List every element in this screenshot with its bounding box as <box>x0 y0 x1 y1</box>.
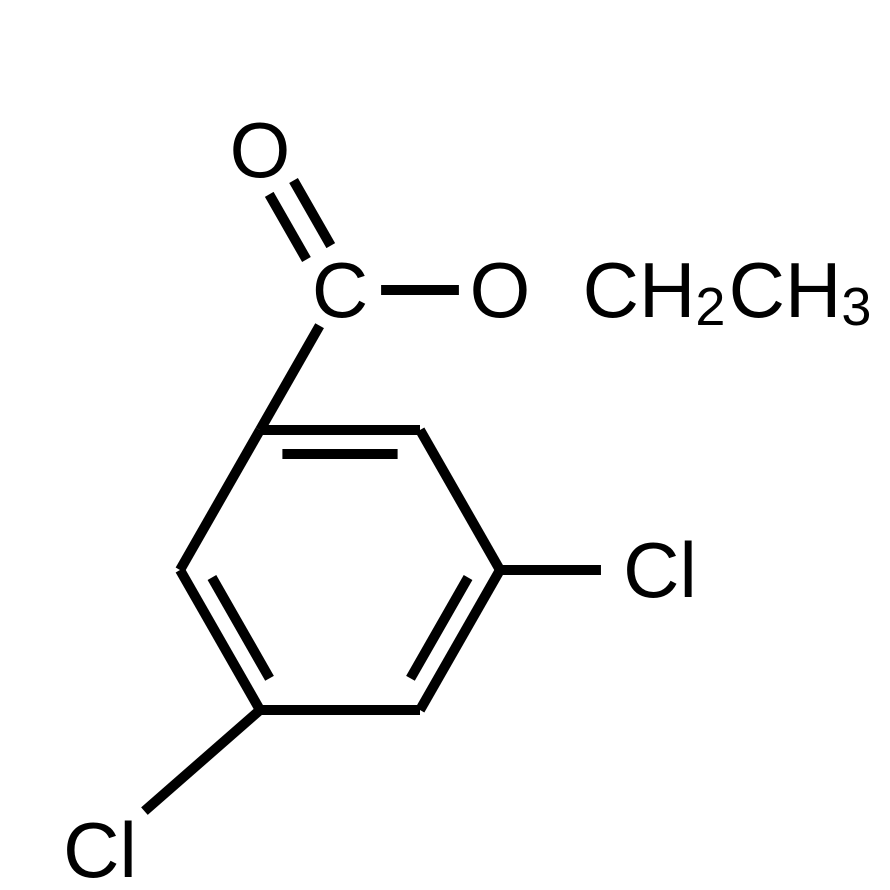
bonds-layer <box>144 180 601 811</box>
chemical-structure-diagram: COOCH2CH3ClCl <box>0 0 890 890</box>
atom-label-c9: CH3 <box>729 246 872 337</box>
atom-label-c8: CH2 <box>583 246 726 337</box>
atom-label-c7: C <box>312 246 368 334</box>
atom-label-cl1: Cl <box>623 526 697 614</box>
atom-label-o1: O <box>230 106 291 194</box>
atom-label-o2: O <box>470 246 531 334</box>
atom-label-cl2: Cl <box>63 806 137 890</box>
